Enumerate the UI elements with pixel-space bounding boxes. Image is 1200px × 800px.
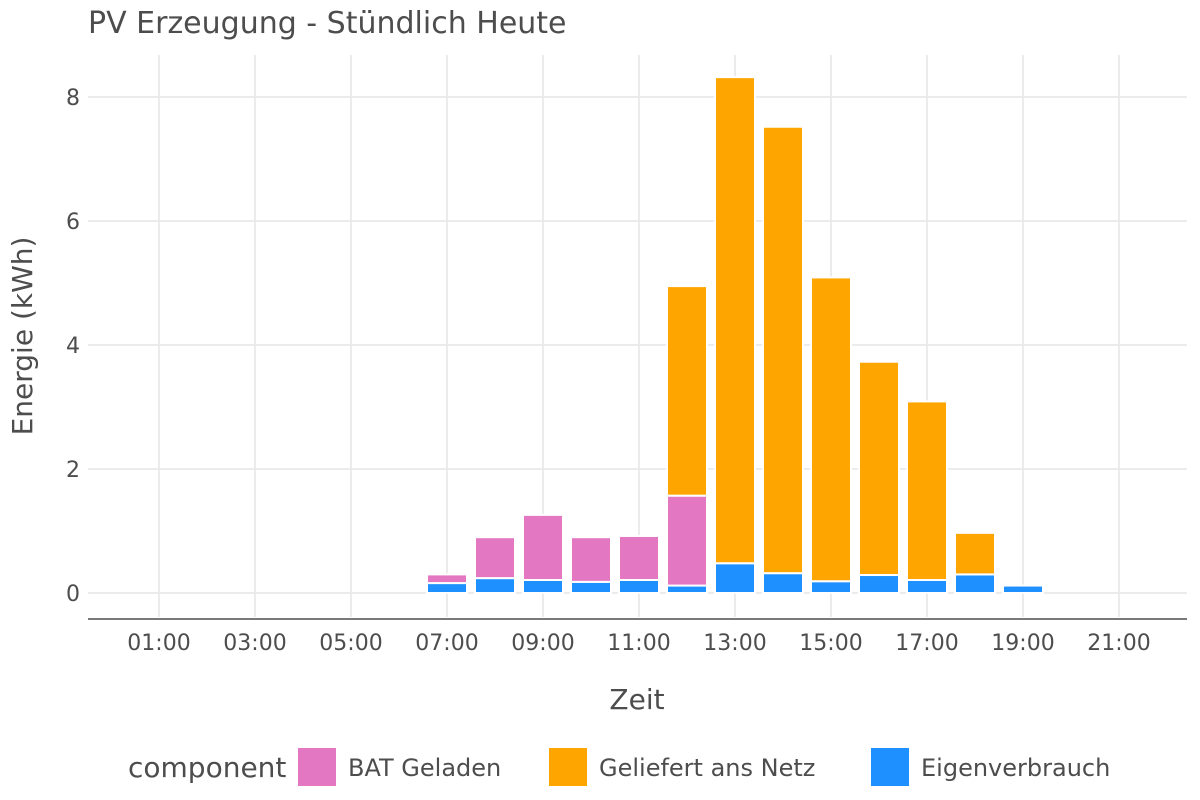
x-tick-label: 05:00 [319, 631, 382, 656]
legend-title: component [128, 751, 286, 784]
bar-geliefert-ans-netz-1700 [906, 400, 948, 581]
legend-key-bat-geladen [298, 748, 336, 786]
bar-geliefert-ans-netz-1600 [858, 360, 900, 577]
bar-eigenverbrauch-1100 [618, 578, 660, 594]
y-tick-label: 4 [66, 334, 80, 359]
bars [426, 76, 1044, 595]
x-tick-label: 03:00 [223, 631, 286, 656]
x-tick-label: 11:00 [607, 631, 670, 656]
bar-eigenverbrauch-1200 [666, 584, 708, 594]
bar-bat-geladen-0900 [522, 513, 564, 581]
x-tick-label: 01:00 [127, 631, 190, 656]
bar-eigenverbrauch-1600 [858, 574, 900, 595]
y-tick-labels: 0 2 4 6 8 [66, 86, 80, 607]
x-tick-label: 07:00 [415, 631, 478, 656]
bar-geliefert-ans-netz-1300 [714, 76, 756, 565]
bar-bat-geladen-1000 [570, 536, 612, 583]
legend-label: Geliefert ans Netz [599, 754, 815, 782]
legend-label: BAT Geladen [348, 754, 501, 782]
x-tick-label: 13:00 [703, 631, 766, 656]
y-tick-label: 6 [66, 210, 80, 235]
bar-eigenverbrauch-0700 [426, 582, 468, 595]
bar-eigenverbrauch-1500 [810, 580, 852, 594]
legend: component BAT Geladen Geliefert ans Netz E… [128, 748, 1110, 786]
legend-key-eigenverbrauch [871, 748, 909, 786]
bar-eigenverbrauch-1900 [1002, 584, 1044, 594]
bar-geliefert-ans-netz-1200 [666, 285, 708, 497]
x-tick-label: 17:00 [895, 631, 958, 656]
bar-eigenverbrauch-1700 [906, 578, 948, 594]
bar-eigenverbrauch-1000 [570, 580, 612, 595]
y-tick-label: 2 [66, 458, 80, 483]
bar-bat-geladen-1100 [618, 534, 660, 581]
bar-eigenverbrauch-1300 [714, 562, 756, 594]
legend-key-geliefert-ans-netz [549, 748, 587, 786]
bar-eigenverbrauch-0900 [522, 578, 564, 594]
y-tick-label: 0 [66, 582, 80, 607]
x-tick-label: 15:00 [799, 631, 862, 656]
bar-geliefert-ans-netz-1800 [954, 531, 996, 576]
y-axis-title: Energie (kWh) [6, 237, 39, 436]
x-tick-labels: 01:00 03:00 05:00 07:00 09:00 11:00 13:00 15:00… [127, 631, 1150, 656]
chart-title: PV Erzeugung - Stündlich Heute [88, 6, 567, 41]
x-axis-title: Zeit [609, 683, 664, 716]
bar-eigenverbrauch-0800 [474, 577, 516, 594]
bar-bat-geladen-1200 [666, 494, 708, 587]
bar-geliefert-ans-netz-1500 [810, 276, 852, 583]
bar-geliefert-ans-netz-1400 [762, 125, 804, 575]
y-tick-label: 8 [66, 86, 80, 111]
x-tick-label: 21:00 [1087, 631, 1150, 656]
bar-bat-geladen-0800 [474, 536, 516, 580]
x-tick-label: 19:00 [991, 631, 1054, 656]
x-tick-label: 09:00 [511, 631, 574, 656]
bar-eigenverbrauch-1400 [762, 572, 804, 594]
legend-label: Eigenverbrauch [921, 754, 1110, 782]
grid [88, 55, 1187, 617]
bar-bat-geladen-0700 [426, 573, 468, 585]
bar-eigenverbrauch-1800 [954, 573, 996, 595]
